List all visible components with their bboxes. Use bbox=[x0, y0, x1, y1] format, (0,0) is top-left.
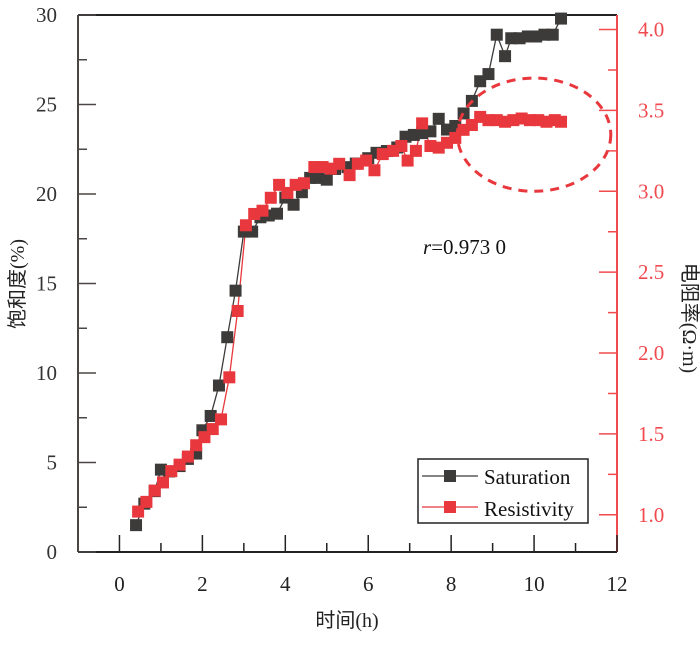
data-point-saturation bbox=[490, 28, 503, 41]
data-point-resistivity bbox=[401, 154, 414, 167]
highlight-ellipse bbox=[455, 76, 613, 193]
data-point-saturation bbox=[229, 284, 242, 297]
x-tick-label: 6 bbox=[363, 572, 374, 596]
data-point-saturation bbox=[204, 409, 217, 422]
y2-tick-label: 4.0 bbox=[638, 18, 664, 42]
legend: Saturation Resistivity bbox=[417, 458, 589, 524]
y2-tick-label: 2.5 bbox=[638, 260, 664, 284]
correlation-annotation: r=0.973 0 bbox=[423, 235, 506, 259]
x-tick-label: 8 bbox=[446, 572, 457, 596]
y2-tick-label: 2.0 bbox=[638, 341, 664, 365]
data-point-saturation bbox=[320, 173, 333, 186]
x-tick-label: 0 bbox=[114, 572, 125, 596]
legend-marker-resistivity bbox=[444, 501, 456, 513]
x-tick-label: 4 bbox=[280, 572, 291, 596]
data-point-resistivity bbox=[368, 164, 381, 177]
y-tick-label: 15 bbox=[36, 272, 57, 296]
legend-label-resistivity: Resistivity bbox=[484, 497, 574, 521]
data-point-resistivity bbox=[395, 140, 408, 153]
data-point-resistivity bbox=[555, 115, 568, 128]
data-point-resistivity bbox=[181, 450, 194, 463]
data-point-resistivity bbox=[360, 154, 373, 167]
data-point-resistivity bbox=[223, 371, 236, 384]
legend-marker-saturation bbox=[444, 470, 456, 482]
x-tick-label: 12 bbox=[607, 572, 628, 596]
data-point-saturation bbox=[499, 50, 512, 63]
data-point-resistivity bbox=[231, 304, 244, 317]
x-tick-label: 10 bbox=[524, 572, 545, 596]
data-point-resistivity bbox=[297, 177, 310, 190]
data-point-saturation bbox=[212, 379, 225, 392]
series-layer bbox=[130, 12, 568, 532]
x-axis-label: 时间(h) bbox=[315, 609, 378, 632]
data-point-saturation bbox=[555, 12, 568, 25]
data-point-saturation bbox=[432, 112, 445, 125]
data-point-resistivity bbox=[239, 219, 252, 232]
data-point-saturation bbox=[287, 198, 300, 211]
y-tick-label: 0 bbox=[47, 540, 58, 564]
y2-tick-label: 1.5 bbox=[638, 422, 664, 446]
axis-ticks: 0 2 4 6 8 10 12 0 5 10 15 20 25 30 1.0 1.5 2.0 2.5 3.0 3.5 4… bbox=[36, 3, 664, 596]
data-point-resistivity bbox=[264, 191, 277, 204]
y-tick-label: 20 bbox=[36, 182, 57, 206]
data-point-resistivity bbox=[132, 505, 145, 518]
data-point-resistivity bbox=[156, 476, 169, 489]
data-point-resistivity bbox=[343, 169, 356, 182]
data-point-resistivity bbox=[333, 157, 346, 170]
data-point-saturation bbox=[130, 519, 143, 532]
y-tick-label: 25 bbox=[36, 93, 57, 117]
y-tick-label: 30 bbox=[36, 3, 57, 27]
data-point-resistivity bbox=[376, 148, 389, 161]
data-point-resistivity bbox=[256, 204, 269, 217]
y-axis-label: 饱和度(%) bbox=[6, 239, 29, 329]
x-tick-label: 2 bbox=[197, 572, 208, 596]
y2-axis-label: 电阻率(Ω·m) bbox=[678, 263, 700, 373]
y2-tick-label: 3.5 bbox=[638, 98, 664, 122]
data-point-saturation bbox=[271, 207, 284, 220]
y-tick-label: 10 bbox=[36, 361, 57, 385]
data-point-saturation bbox=[546, 28, 559, 41]
data-point-resistivity bbox=[206, 423, 219, 436]
data-point-resistivity bbox=[215, 413, 228, 426]
data-point-resistivity bbox=[416, 117, 429, 130]
y2-tick-label: 1.0 bbox=[638, 503, 664, 527]
data-point-saturation bbox=[221, 331, 234, 344]
data-point-resistivity bbox=[140, 495, 153, 508]
y2-tick-label: 3.0 bbox=[638, 179, 664, 203]
data-point-resistivity bbox=[465, 118, 478, 131]
data-point-resistivity bbox=[409, 144, 422, 157]
legend-label-saturation: Saturation bbox=[484, 465, 571, 489]
data-point-saturation bbox=[482, 68, 495, 81]
y-tick-label: 5 bbox=[47, 451, 58, 475]
